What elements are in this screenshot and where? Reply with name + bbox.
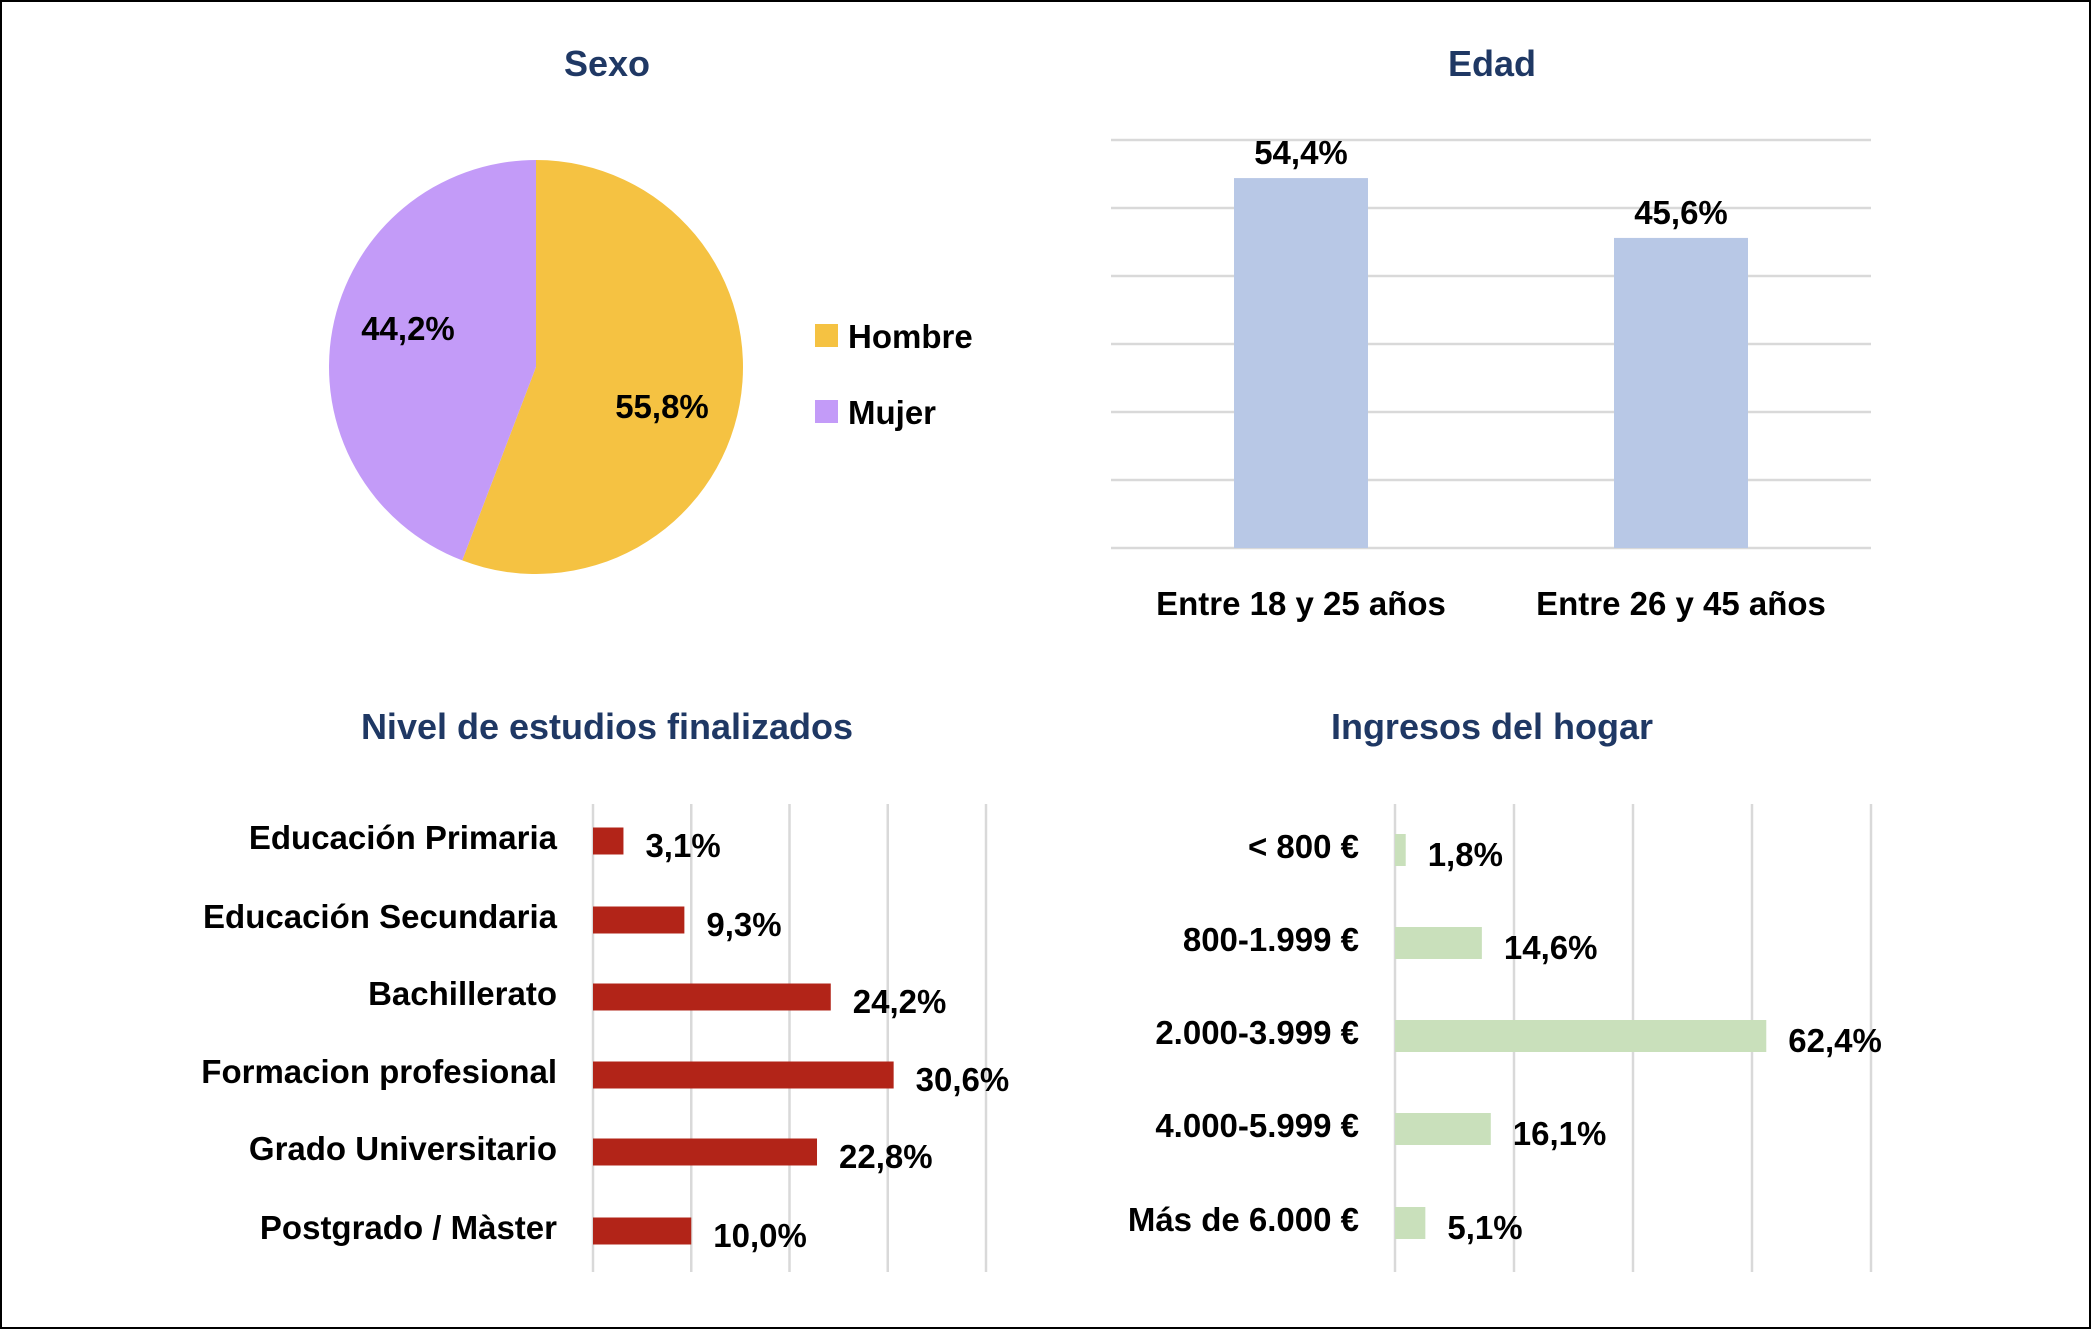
bar: [593, 827, 624, 855]
legend-label: Mujer: [848, 394, 936, 431]
pie-slice-mujer: [329, 160, 536, 561]
y-tick-label: Grado Universitario: [249, 1130, 557, 1167]
bar-data-label: 24,2%: [853, 983, 947, 1020]
bar-data-label: 5,1%: [1447, 1209, 1522, 1246]
bar: [593, 1061, 894, 1089]
legend-label: Hombre: [848, 318, 973, 355]
bar: [1395, 834, 1406, 866]
bar-data-label: 62,4%: [1788, 1022, 1882, 1059]
bar-data-label: 3,1%: [645, 827, 720, 864]
bar: [593, 906, 685, 934]
bar: [593, 1217, 692, 1245]
y-tick-label: Bachillerato: [368, 975, 557, 1012]
bar-data-label: 1,8%: [1428, 836, 1503, 873]
bar: [1614, 237, 1748, 549]
pie-data-label: 44,2%: [361, 310, 455, 347]
bar-data-label: 10,0%: [713, 1217, 807, 1254]
bar-data-label: 14,6%: [1504, 929, 1598, 966]
bar-data-label: 30,6%: [916, 1061, 1010, 1098]
bar-data-label: 22,8%: [839, 1138, 933, 1175]
legend-swatch: [815, 400, 838, 423]
y-tick-label: Educación Secundaria: [203, 898, 558, 935]
bar: [1395, 1113, 1491, 1145]
ingresos-title: Ingresos del hogar: [1331, 706, 1653, 747]
bar-data-label: 45,6%: [1634, 194, 1728, 231]
x-tick-label: Entre 26 y 45 años: [1536, 585, 1826, 622]
bar: [1395, 927, 1482, 959]
bar: [1395, 1207, 1426, 1239]
pie-slice-hombre: [462, 160, 743, 574]
bar: [593, 1138, 818, 1166]
pie-title: Sexo: [564, 43, 650, 84]
y-tick-label: 2.000-3.999 €: [1155, 1014, 1359, 1051]
bar-data-label: 54,4%: [1254, 134, 1348, 171]
y-tick-label: 800-1.999 €: [1183, 921, 1359, 958]
y-tick-label: Educación Primaria: [249, 819, 558, 856]
pie-data-label: 55,8%: [615, 388, 709, 425]
bar-data-label: 16,1%: [1513, 1115, 1607, 1152]
y-tick-label: < 800 €: [1248, 828, 1359, 865]
bar: [593, 983, 831, 1011]
bar-data-label: 9,3%: [706, 906, 781, 943]
y-tick-label: 4.000-5.999 €: [1155, 1107, 1359, 1144]
y-tick-label: Formacion profesional: [201, 1053, 557, 1090]
x-tick-label: Entre 18 y 25 años: [1156, 585, 1446, 622]
estudios-title: Nivel de estudios finalizados: [361, 706, 853, 747]
legend-swatch: [815, 324, 838, 347]
y-tick-label: Más de 6.000 €: [1128, 1201, 1359, 1238]
y-tick-label: Postgrado / Màster: [260, 1209, 557, 1246]
bar: [1395, 1020, 1767, 1052]
edad-title: Edad: [1448, 43, 1536, 84]
bar: [1234, 178, 1368, 548]
